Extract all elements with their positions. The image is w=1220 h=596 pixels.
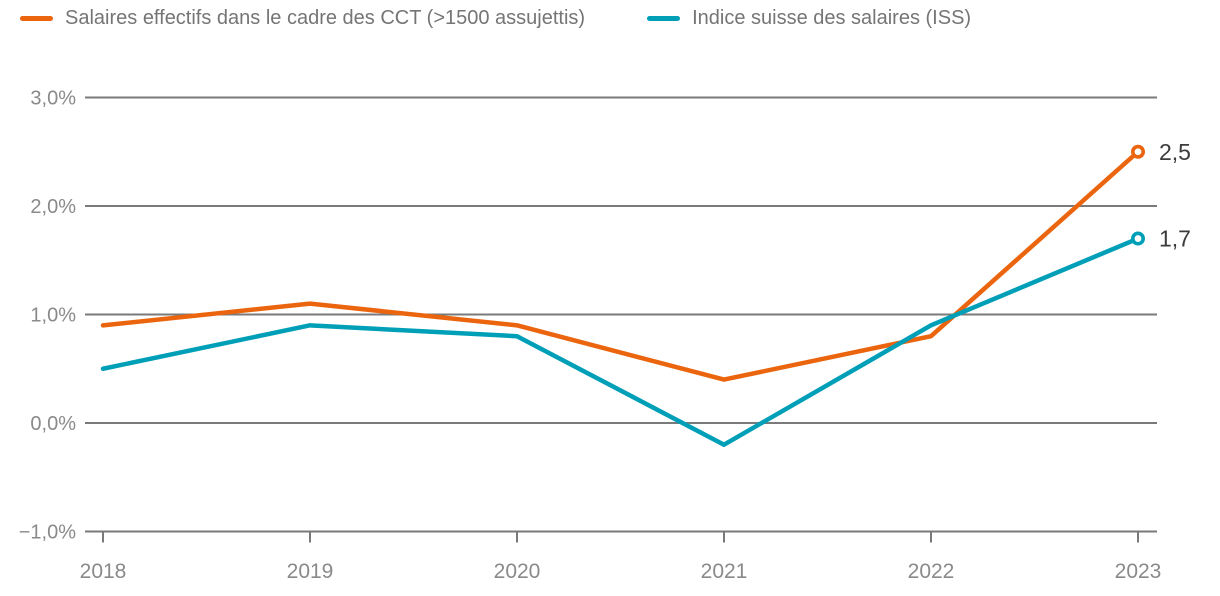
- x-axis-label: 2018: [80, 560, 127, 583]
- series-end-label-1: 1,7: [1159, 226, 1191, 252]
- legend-label-iss: Indice suisse des salaires (ISS): [692, 7, 972, 29]
- legend-item-iss[interactable]: Indice suisse des salaires (ISS): [647, 7, 971, 30]
- x-axis-label: 2023: [1115, 560, 1162, 583]
- y-axis-label: 0,0%: [30, 413, 76, 435]
- series-end-marker-0: [1131, 144, 1146, 159]
- legend-swatch-cct-icon: [20, 16, 53, 21]
- x-axis-label: 2020: [494, 560, 541, 583]
- series-end-marker-1: [1131, 231, 1146, 246]
- legend-swatch-iss-icon: [647, 16, 681, 21]
- x-axis-label: 2021: [701, 560, 748, 583]
- series-end-label-0: 2,5: [1159, 139, 1191, 165]
- x-axis-label: 2019: [287, 560, 334, 583]
- x-axis-label: 2022: [908, 560, 955, 583]
- y-axis-label: 2,0%: [30, 196, 76, 218]
- y-axis-label: −1,0%: [19, 522, 76, 544]
- series-line-0: [100, 149, 1141, 382]
- legend-label-cct: Salaires effectifs dans le cadre des CCT…: [65, 7, 586, 29]
- series-line-1: [100, 236, 1141, 447]
- y-axis-label: 3,0%: [30, 88, 76, 110]
- y-axis-label: 1,0%: [30, 305, 76, 327]
- legend: Salaires effectifs dans le cadre des CCT…: [20, 7, 971, 30]
- legend-item-cct[interactable]: Salaires effectifs dans le cadre des CCT…: [20, 7, 585, 30]
